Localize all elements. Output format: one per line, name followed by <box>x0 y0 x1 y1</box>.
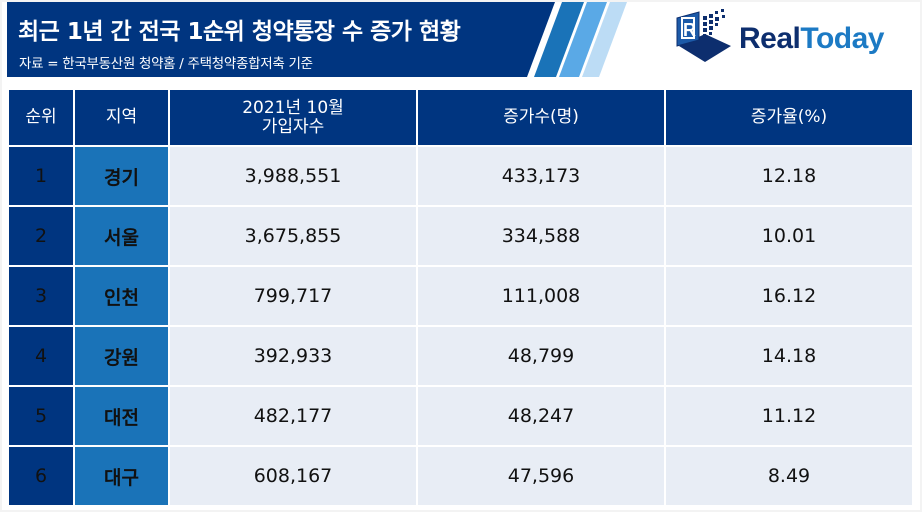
table-row: 3 인천 799,717 111,008 16.12 <box>9 267 912 325</box>
column-header-rate: 증가율(%) <box>666 90 912 145</box>
logo-text-today: Today <box>800 22 884 55</box>
increase-cell: 111,008 <box>418 267 664 325</box>
rate-cell: 14.18 <box>666 327 912 385</box>
banner-stripes-graphic <box>7 2 627 77</box>
rate-cell: 10.01 <box>666 207 912 265</box>
table-row: 2 서울 3,675,855 334,588 10.01 <box>9 207 912 265</box>
column-header-subscribers-line1: 2021년 10월 <box>242 97 344 118</box>
table-row: 6 대구 608,167 47,596 8.49 <box>9 447 912 505</box>
svg-text:R: R <box>683 20 696 40</box>
logo-wordmark: RealToday <box>739 22 884 56</box>
subscribers-cell: 482,177 <box>170 387 416 445</box>
table-row: 5 대전 482,177 48,247 11.12 <box>9 387 912 445</box>
region-cell: 경기 <box>75 147 168 205</box>
rank-cell: 2 <box>9 207 73 265</box>
region-cell: 대구 <box>75 447 168 505</box>
rank-cell: 4 <box>9 327 73 385</box>
rate-cell: 8.49 <box>666 447 912 505</box>
column-header-region: 지역 <box>75 90 168 145</box>
realtoday-logo: R RealToday <box>673 6 908 72</box>
rank-cell: 5 <box>9 387 73 445</box>
logo-text-real: Real <box>739 22 801 55</box>
increase-cell: 433,173 <box>418 147 664 205</box>
rank-cell: 6 <box>9 447 73 505</box>
subscribers-cell: 3,675,855 <box>170 207 416 265</box>
column-header-increase: 증가수(명) <box>418 90 664 145</box>
increase-cell: 334,588 <box>418 207 664 265</box>
region-cell: 대전 <box>75 387 168 445</box>
rate-cell: 12.18 <box>666 147 912 205</box>
table-header-row: 순위 지역 2021년 10월 가입자수 증가수(명) 증가율(%) <box>9 90 912 145</box>
subscribers-cell: 608,167 <box>170 447 416 505</box>
increase-cell: 48,799 <box>418 327 664 385</box>
source-note: 자료 = 한국부동산원 청약홈 / 주택청약종합저축 기준 <box>19 56 313 72</box>
increase-cell: 48,247 <box>418 387 664 445</box>
region-cell: 강원 <box>75 327 168 385</box>
rank-cell: 1 <box>9 147 73 205</box>
cube-r-logo-icon: R <box>676 9 731 62</box>
title-banner: 최근 1년 간 전국 1순위 청약통장 수 증가 현황 자료 = 한국부동산원 … <box>7 2 627 77</box>
rate-cell: 16.12 <box>666 267 912 325</box>
column-header-subscribers: 2021년 10월 가입자수 <box>170 90 416 145</box>
column-header-rank: 순위 <box>9 90 73 145</box>
subscribers-cell: 392,933 <box>170 327 416 385</box>
increase-cell: 47,596 <box>418 447 664 505</box>
page-title: 최근 1년 간 전국 1순위 청약통장 수 증가 현황 <box>18 19 461 45</box>
subscribers-cell: 799,717 <box>170 267 416 325</box>
region-cell: 서울 <box>75 207 168 265</box>
rank-cell: 3 <box>9 267 73 325</box>
subscription-table: 순위 지역 2021년 10월 가입자수 증가수(명) 증가율(%) 1 경기 3… <box>7 88 914 507</box>
region-cell: 인천 <box>75 267 168 325</box>
subscribers-cell: 3,988,551 <box>170 147 416 205</box>
table-row: 1 경기 3,988,551 433,173 12.18 <box>9 147 912 205</box>
rate-cell: 11.12 <box>666 387 912 445</box>
column-header-subscribers-line2: 가입자수 <box>261 116 325 137</box>
table-row: 4 강원 392,933 48,799 14.18 <box>9 327 912 385</box>
